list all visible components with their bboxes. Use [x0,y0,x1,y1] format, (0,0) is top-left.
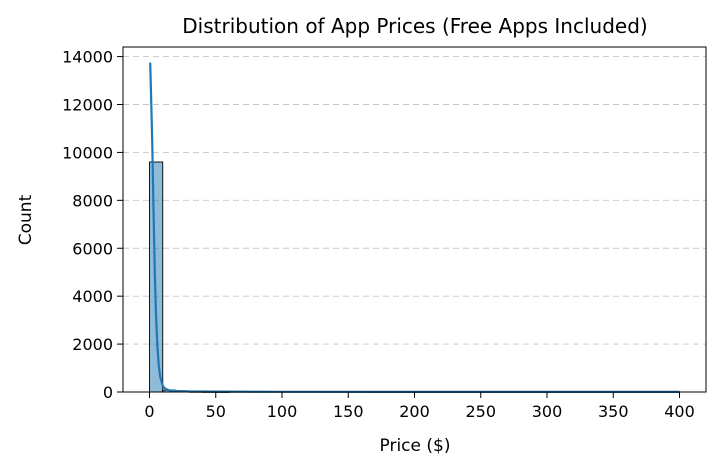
y-axis-ticks: 0 2000 4000 6000 8000 10000 12000 14000 [62,48,123,402]
x-tick-label: 350 [598,402,629,421]
histogram-bars [149,161,680,393]
histogram-bar [149,161,164,393]
y-tick-label: 2000 [72,335,113,354]
y-tick-label: 0 [103,383,113,402]
x-tick-label: 300 [532,402,563,421]
x-axis-label: Price ($) [380,436,451,456]
x-tick-label: 0 [144,402,154,421]
y-tick-label: 12000 [62,96,113,115]
grid-lines [123,56,706,393]
chart-title: Distribution of App Prices (Free Apps In… [182,14,647,38]
y-tick-label: 14000 [62,48,113,67]
x-tick-label: 400 [664,402,695,421]
x-axis-ticks: 0 50 100 150 200 250 300 350 400 [144,392,695,421]
x-tick-label: 250 [465,402,496,421]
x-tick-label: 200 [399,402,430,421]
x-tick-label: 100 [267,402,298,421]
x-tick-label: 50 [206,402,226,421]
kde-curve [149,62,680,393]
y-tick-label: 10000 [62,143,113,162]
y-tick-label: 4000 [72,287,113,306]
y-tick-label: 6000 [72,239,113,258]
y-axis-label: Count [16,194,36,245]
x-tick-label: 150 [333,402,364,421]
y-tick-label: 8000 [72,191,113,210]
plot-frame [122,46,707,393]
